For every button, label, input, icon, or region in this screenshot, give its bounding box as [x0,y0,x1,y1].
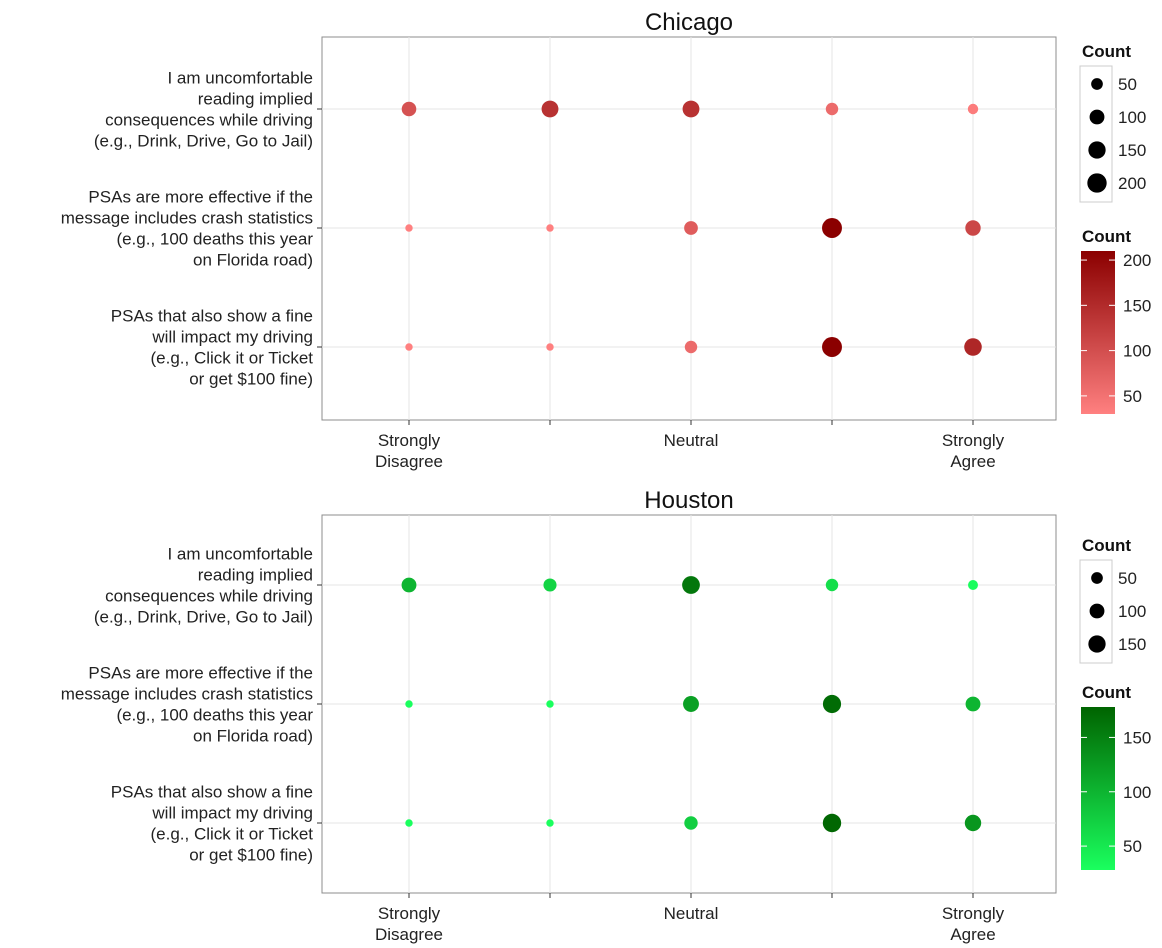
y-tick-label: I am uncomfortable [167,69,313,88]
y-tick-label: will impact my driving [151,328,313,347]
color-legend-label: 50 [1123,387,1142,406]
size-legend-dot [1089,603,1105,619]
y-tick-label: message includes crash statistics [61,209,313,228]
size-legend-dot [1091,572,1103,584]
data-point [965,220,981,236]
data-point [405,343,413,351]
color-legend-bar [1081,251,1115,414]
data-point [822,813,842,833]
y-tick-label: message includes crash statistics [61,685,313,704]
size-legend-label: 50 [1118,75,1137,94]
data-point [682,100,700,118]
size-legend-dot [1088,141,1106,159]
data-point [401,101,417,117]
data-point [541,100,559,118]
data-point [543,578,557,592]
y-tick-label: will impact my driving [151,804,313,823]
size-legend-label: 100 [1118,108,1146,127]
data-point [684,816,698,830]
color-legend-label: 100 [1123,342,1151,361]
data-point [964,814,982,832]
color-legend-label: 50 [1123,837,1142,856]
data-point [405,819,413,827]
size-legend-title: Count [1082,42,1131,61]
size-legend-label: 50 [1118,569,1137,588]
x-tick-label: Strongly [378,431,441,450]
chart-title: Chicago [645,9,733,36]
data-point [964,338,982,356]
chart-panel-0: Chicago Strongly Disagree Neutral Strongly Ag… [61,9,1152,471]
y-tick-label: PSAs are more effective if the [88,188,313,207]
color-legend-label: 100 [1123,783,1151,802]
y-tick-label: reading implied [198,90,313,109]
data-point [546,819,554,827]
y-tick-label: on Florida road) [193,251,313,270]
size-legend-label: 150 [1118,635,1146,654]
y-tick-label: I am uncomfortable [167,545,313,564]
data-point [965,696,981,712]
data-point [825,102,839,116]
y-tick-label: (e.g., Click it or Ticket [151,825,314,844]
data-point [684,221,698,235]
x-tick-label: Strongly [942,904,1005,923]
size-legend-dot [1088,635,1106,653]
size-legend-dot [1087,173,1107,193]
data-point [822,694,842,714]
data-point [822,218,842,238]
data-point [546,343,554,351]
y-tick-label: consequences while driving [105,587,313,606]
data-point [405,224,413,232]
chart-panel-1: Houston Strongly Disagree Neutral Strongly Ag… [61,487,1152,944]
chart-title: Houston [644,487,733,514]
color-legend-title: Count [1082,683,1131,702]
y-tick-label: consequences while driving [105,111,313,130]
x-tick-label: Neutral [664,904,719,923]
color-legend-title: Count [1082,227,1131,246]
x-tick-label: Neutral [664,431,719,450]
color-legend-label: 150 [1123,296,1151,315]
y-tick-label: PSAs that also show a fine [111,783,313,802]
y-tick-label: (e.g., 100 deaths this year [116,230,313,249]
y-tick-label: (e.g., Drink, Drive, Go to Jail) [94,132,313,151]
size-legend-label: 200 [1118,174,1146,193]
data-point [684,340,698,354]
data-point [401,577,417,593]
y-tick-label: PSAs are more effective if the [88,664,313,683]
data-point [683,696,699,712]
size-legend-title: Count [1082,536,1131,555]
size-legend-dot [1089,109,1105,125]
x-tick-label: Disagree [375,452,443,471]
size-legend-dot [1091,78,1103,90]
y-tick-label: reading implied [198,566,313,585]
x-tick-label: Strongly [378,904,441,923]
y-tick-label: PSAs that also show a fine [111,307,313,326]
x-tick-label: Agree [950,452,995,471]
data-point [546,700,554,708]
y-tick-label: (e.g., Click it or Ticket [151,349,314,368]
x-tick-label: Disagree [375,925,443,944]
color-legend-label: 200 [1123,251,1151,270]
y-tick-label: (e.g., Drink, Drive, Go to Jail) [94,608,313,627]
color-legend-bar [1081,707,1115,870]
y-tick-label: on Florida road) [193,727,313,746]
data-point [822,337,842,357]
size-legend-label: 100 [1118,602,1146,621]
color-legend-label: 150 [1123,728,1151,747]
data-point [405,700,413,708]
x-tick-label: Strongly [942,431,1005,450]
data-point [968,580,978,590]
y-tick-label: (e.g., 100 deaths this year [116,706,313,725]
data-point [682,576,700,594]
data-point [967,103,979,115]
y-tick-label: or get $100 fine) [189,846,313,865]
size-legend-label: 150 [1118,141,1146,160]
data-point [546,224,554,232]
data-point [825,578,839,592]
y-tick-label: or get $100 fine) [189,370,313,389]
x-tick-label: Agree [950,925,995,944]
